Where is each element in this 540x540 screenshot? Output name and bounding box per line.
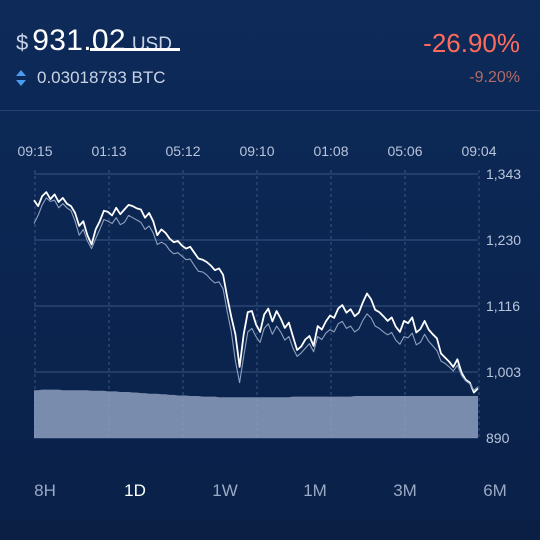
- x-tick-label: 01:08: [313, 143, 348, 159]
- btc-value: 0.03018783 BTC: [37, 68, 166, 87]
- x-tick-label: 09:15: [17, 143, 52, 159]
- range-tab-1w[interactable]: 1W: [212, 481, 238, 500]
- x-tick-label: 05:12: [165, 143, 200, 159]
- bottom-bar: [0, 521, 540, 540]
- y-tick-label: 1,343: [486, 166, 521, 182]
- active-range-indicator: [90, 48, 180, 51]
- price-header: $ 931.02 USD 0.03018783 BTC -26.90% -9.2…: [0, 0, 540, 110]
- range-tab-6m[interactable]: 6M: [483, 481, 507, 500]
- current-price: 931.02: [32, 24, 126, 57]
- btc-price-row[interactable]: 0.03018783 BTC: [16, 68, 166, 88]
- y-tick-label: 1,003: [486, 364, 521, 380]
- range-tab-3m[interactable]: 3M: [393, 481, 417, 500]
- y-tick-label: 1,230: [486, 232, 521, 248]
- swap-vertical-icon[interactable]: [16, 70, 26, 86]
- secondary-price-line: [33, 197, 479, 391]
- x-tick-label: 01:13: [91, 143, 126, 159]
- range-tab-1d[interactable]: 1D: [124, 481, 146, 500]
- range-selector: 8H 1D 1W 1M 3M 6M: [0, 470, 540, 520]
- currency-symbol: $: [16, 30, 29, 55]
- change-percent: -26.90%: [423, 28, 520, 58]
- x-tick-label: 09:10: [239, 143, 274, 159]
- y-tick-label: 890: [486, 430, 510, 446]
- usd-price-row: $ 931.02 USD: [16, 24, 172, 58]
- price-chart-area[interactable]: 09:15 01:13 05:12 09:10 01:08 05:06 09:04 1,343…: [0, 130, 540, 450]
- price-chart[interactable]: 09:15 01:13 05:12 09:10 01:08 05:06 09:04 1,343…: [0, 130, 540, 450]
- change-secondary: -9.20%: [469, 69, 520, 86]
- volume-area: [34, 389, 478, 438]
- price-line: [33, 191, 479, 394]
- x-tick-label: 09:04: [461, 143, 496, 159]
- x-tick-label: 05:06: [387, 143, 422, 159]
- range-tab-1m[interactable]: 1M: [303, 481, 327, 500]
- header-divider: [0, 110, 540, 111]
- y-tick-label: 1,116: [486, 298, 520, 314]
- range-tab-8h[interactable]: 8H: [34, 481, 56, 500]
- price-unit: USD: [131, 34, 172, 55]
